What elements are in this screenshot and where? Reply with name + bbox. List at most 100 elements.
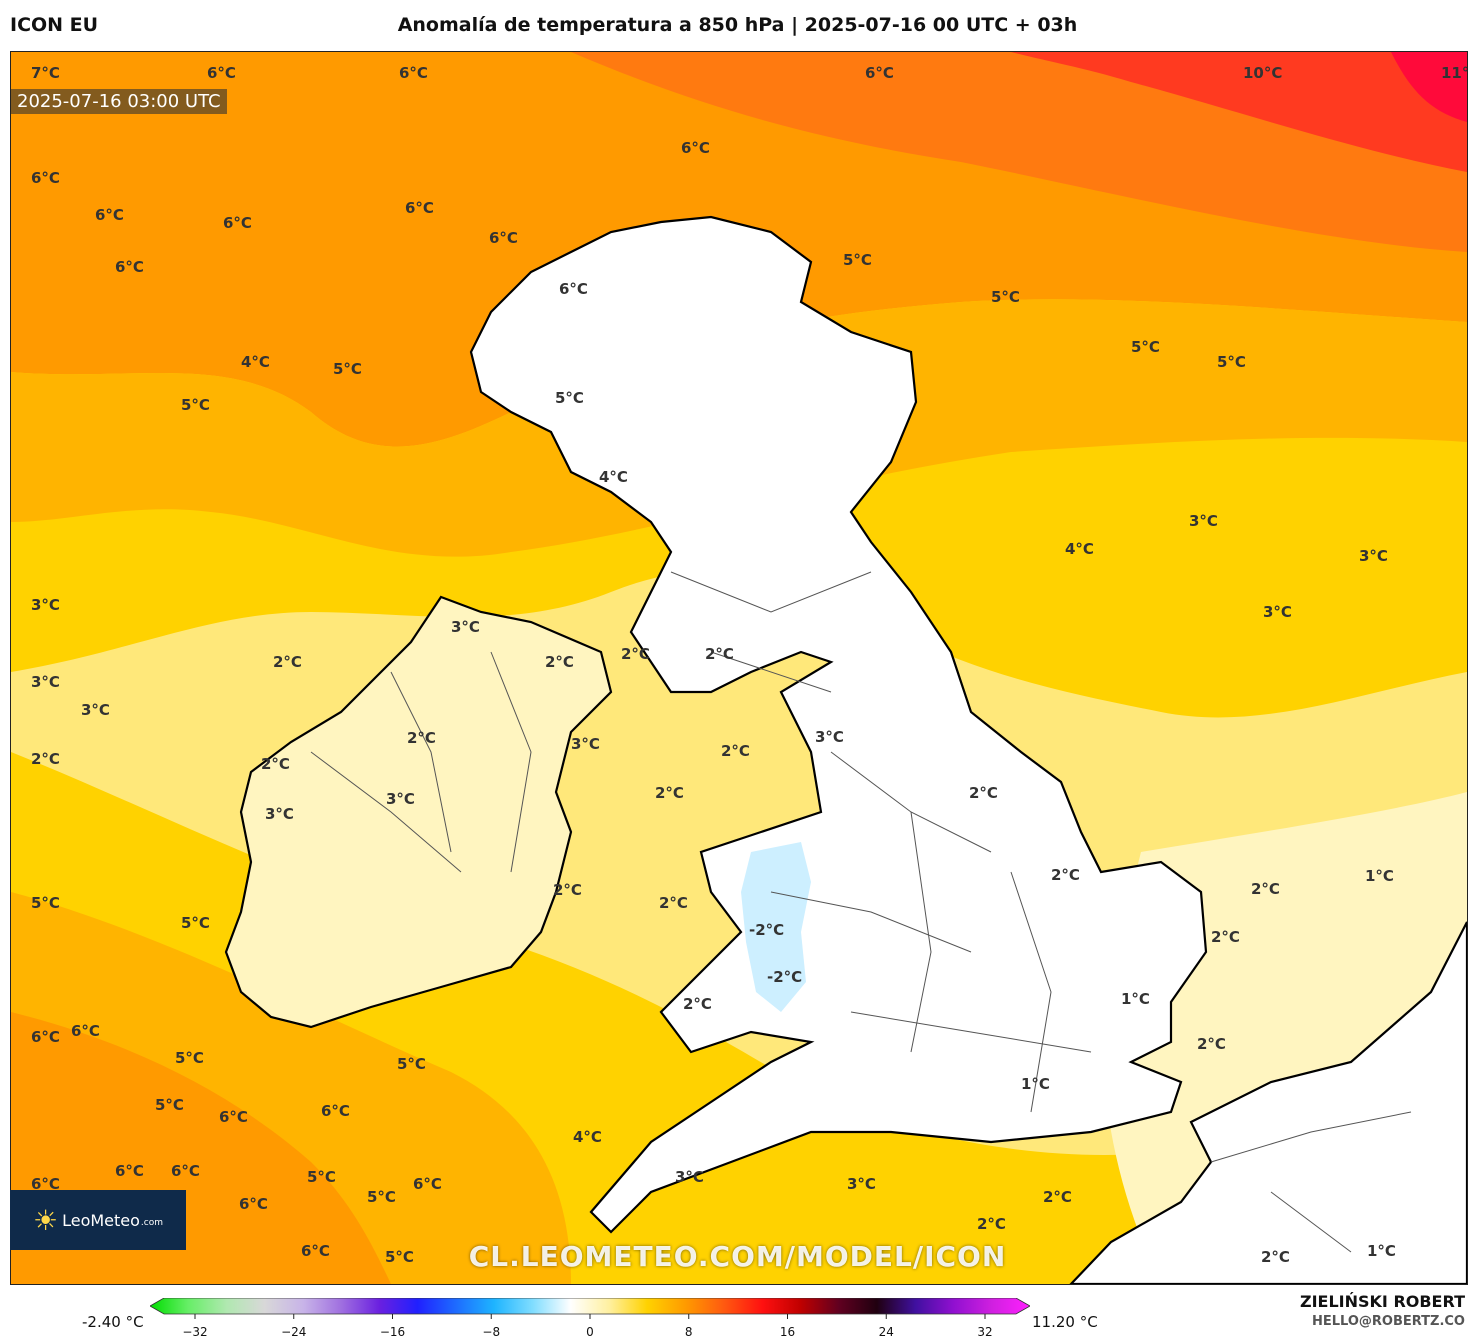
- contour-label: 2°C: [31, 750, 60, 768]
- border-line: [310, 751, 462, 873]
- contour-label: 6°C: [31, 1028, 60, 1046]
- border-line: [910, 811, 932, 1053]
- contour-label: 2°C: [969, 784, 998, 802]
- contour-label: 2°C: [1251, 880, 1280, 898]
- contour-label: 6°C: [489, 229, 518, 247]
- border-line: [710, 651, 832, 693]
- contour-label: 5°C: [155, 1096, 184, 1114]
- contour-label: 6°C: [95, 206, 124, 224]
- logo-text: LeoMeteo: [62, 1210, 140, 1230]
- contour-label: 3°C: [571, 735, 600, 753]
- border-line: [670, 571, 872, 613]
- ireland-coastline: [224, 595, 613, 1029]
- contour-label: 6°C: [681, 139, 710, 157]
- contour-label: 2°C: [977, 1215, 1006, 1233]
- contour-label: 6°C: [115, 1162, 144, 1180]
- contour-label: 3°C: [675, 1168, 704, 1186]
- contour-label: 6°C: [115, 258, 144, 276]
- contour-label: 6°C: [31, 169, 60, 187]
- contour-label: 1°C: [1367, 1242, 1396, 1260]
- contour-label: 3°C: [1263, 603, 1292, 621]
- contour-label: 2°C: [1211, 928, 1240, 946]
- contour-label: 10°C: [1243, 64, 1282, 82]
- contour-label: 3°C: [81, 701, 110, 719]
- map-title: Anomalía de temperatura a 850 hPa | 2025…: [397, 14, 1078, 36]
- contour-label: 3°C: [31, 596, 60, 614]
- contour-label: 5°C: [991, 288, 1020, 306]
- contour-label: 4°C: [573, 1128, 602, 1146]
- contour-label: 1°C: [1365, 867, 1394, 885]
- contour-label: 5°C: [367, 1188, 396, 1206]
- colorbar-tick-label: −16: [380, 1325, 405, 1339]
- author-name: ZIELIŃSKI ROBERT: [1299, 1292, 1465, 1311]
- contour-label: 5°C: [181, 396, 210, 414]
- border-line: [1270, 1191, 1352, 1253]
- border-line: [1010, 871, 1052, 1113]
- border-line: [390, 671, 452, 853]
- map-canvas: 7°C 6°C 6°C 6°C 10°C 11°C 6°C 6°C 6°C 6°C 6°C 6°C 6°…: [11, 52, 1467, 1284]
- colorbar-tick-label: −8: [482, 1325, 500, 1339]
- sun-icon: ☀: [32, 1203, 59, 1237]
- contour-label: 2°C: [273, 653, 302, 671]
- watermark-url: CL.LEOMETEO.COM/MODEL/ICON: [468, 1240, 1007, 1273]
- contour-label: 2°C: [1051, 866, 1080, 884]
- great-britain-landmass: [471, 217, 1206, 1232]
- contour-label: 1°C: [1121, 990, 1150, 1008]
- contour-label: 4°C: [599, 468, 628, 486]
- contour-label: 2°C: [1261, 1248, 1290, 1266]
- contour-label: 7°C: [31, 64, 60, 82]
- colorbar-tick-label: −24: [281, 1325, 306, 1339]
- anomaly-zone-11: [1391, 52, 1467, 122]
- contour-label: 3°C: [1189, 512, 1218, 530]
- contour-label: 3°C: [451, 618, 480, 636]
- contour-label: 5°C: [397, 1055, 426, 1073]
- contour-label: 11°C: [1441, 64, 1467, 82]
- colorbar-max-label: 11.20 °C: [1032, 1313, 1098, 1331]
- contour-label: 4°C: [241, 353, 270, 371]
- contour-label: 2°C: [721, 742, 750, 760]
- colorbar-gradient: [150, 1298, 1030, 1315]
- contour-label: -2°C: [749, 921, 784, 939]
- contour-label: 2°C: [553, 881, 582, 899]
- colorbar-tick-label: −32: [182, 1325, 207, 1339]
- region-borders: [310, 571, 1412, 1253]
- contour-label: 6°C: [865, 64, 894, 82]
- coastlines: [224, 215, 1467, 1284]
- contour-label: 2°C: [1043, 1188, 1072, 1206]
- contour-label: 3°C: [386, 790, 415, 808]
- border-line: [1210, 1111, 1412, 1163]
- colorbar-tick-label: 8: [685, 1325, 693, 1339]
- contour-label: 5°C: [555, 389, 584, 407]
- contour-label: 2°C: [407, 729, 436, 747]
- colorbar-tick-label: 24: [879, 1325, 894, 1339]
- continent-coastline: [1069, 921, 1467, 1284]
- valid-time-stamp: 2025-07-16 03:00 UTC: [11, 89, 227, 114]
- contour-label: 5°C: [307, 1168, 336, 1186]
- contour-label: 2°C: [683, 995, 712, 1013]
- contour-label: 5°C: [181, 914, 210, 932]
- continent-landmass: [1071, 922, 1467, 1284]
- logo-suffix: .com: [140, 1218, 164, 1228]
- contour-label: 5°C: [175, 1049, 204, 1067]
- contour-label: 6°C: [71, 1022, 100, 1040]
- contour-label: 3°C: [1359, 547, 1388, 565]
- contour-label: -2°C: [767, 968, 802, 986]
- contour-label: 3°C: [815, 728, 844, 746]
- contour-label: 2°C: [659, 894, 688, 912]
- model-name: ICON EU: [10, 14, 99, 36]
- colorbar-tick-label: 16: [780, 1325, 795, 1339]
- contour-label: 6°C: [31, 1175, 60, 1193]
- contour-label: 5°C: [31, 894, 60, 912]
- contour-label: 6°C: [405, 199, 434, 217]
- colorbar-min-label: -2.40 °C: [82, 1313, 144, 1331]
- contour-label: 6°C: [171, 1162, 200, 1180]
- contour-labels: 7°C 6°C 6°C 6°C 10°C 11°C 6°C 6°C 6°C 6°C 6°C 6°C 6°…: [31, 64, 1467, 1266]
- colorbar-tick-label: 0: [586, 1325, 594, 1339]
- britain-coastline: [469, 215, 1208, 1234]
- contour-label: 6°C: [239, 1195, 268, 1213]
- leometeo-logo: ☀ LeoMeteo .com: [10, 1190, 186, 1250]
- contour-label: 5°C: [1131, 338, 1160, 356]
- contour-label: 6°C: [223, 214, 252, 232]
- contour-label: 5°C: [843, 251, 872, 269]
- temperature-anomaly-map: 7°C 6°C 6°C 6°C 10°C 11°C 6°C 6°C 6°C 6°C 6°C 6°C 6°…: [10, 51, 1468, 1285]
